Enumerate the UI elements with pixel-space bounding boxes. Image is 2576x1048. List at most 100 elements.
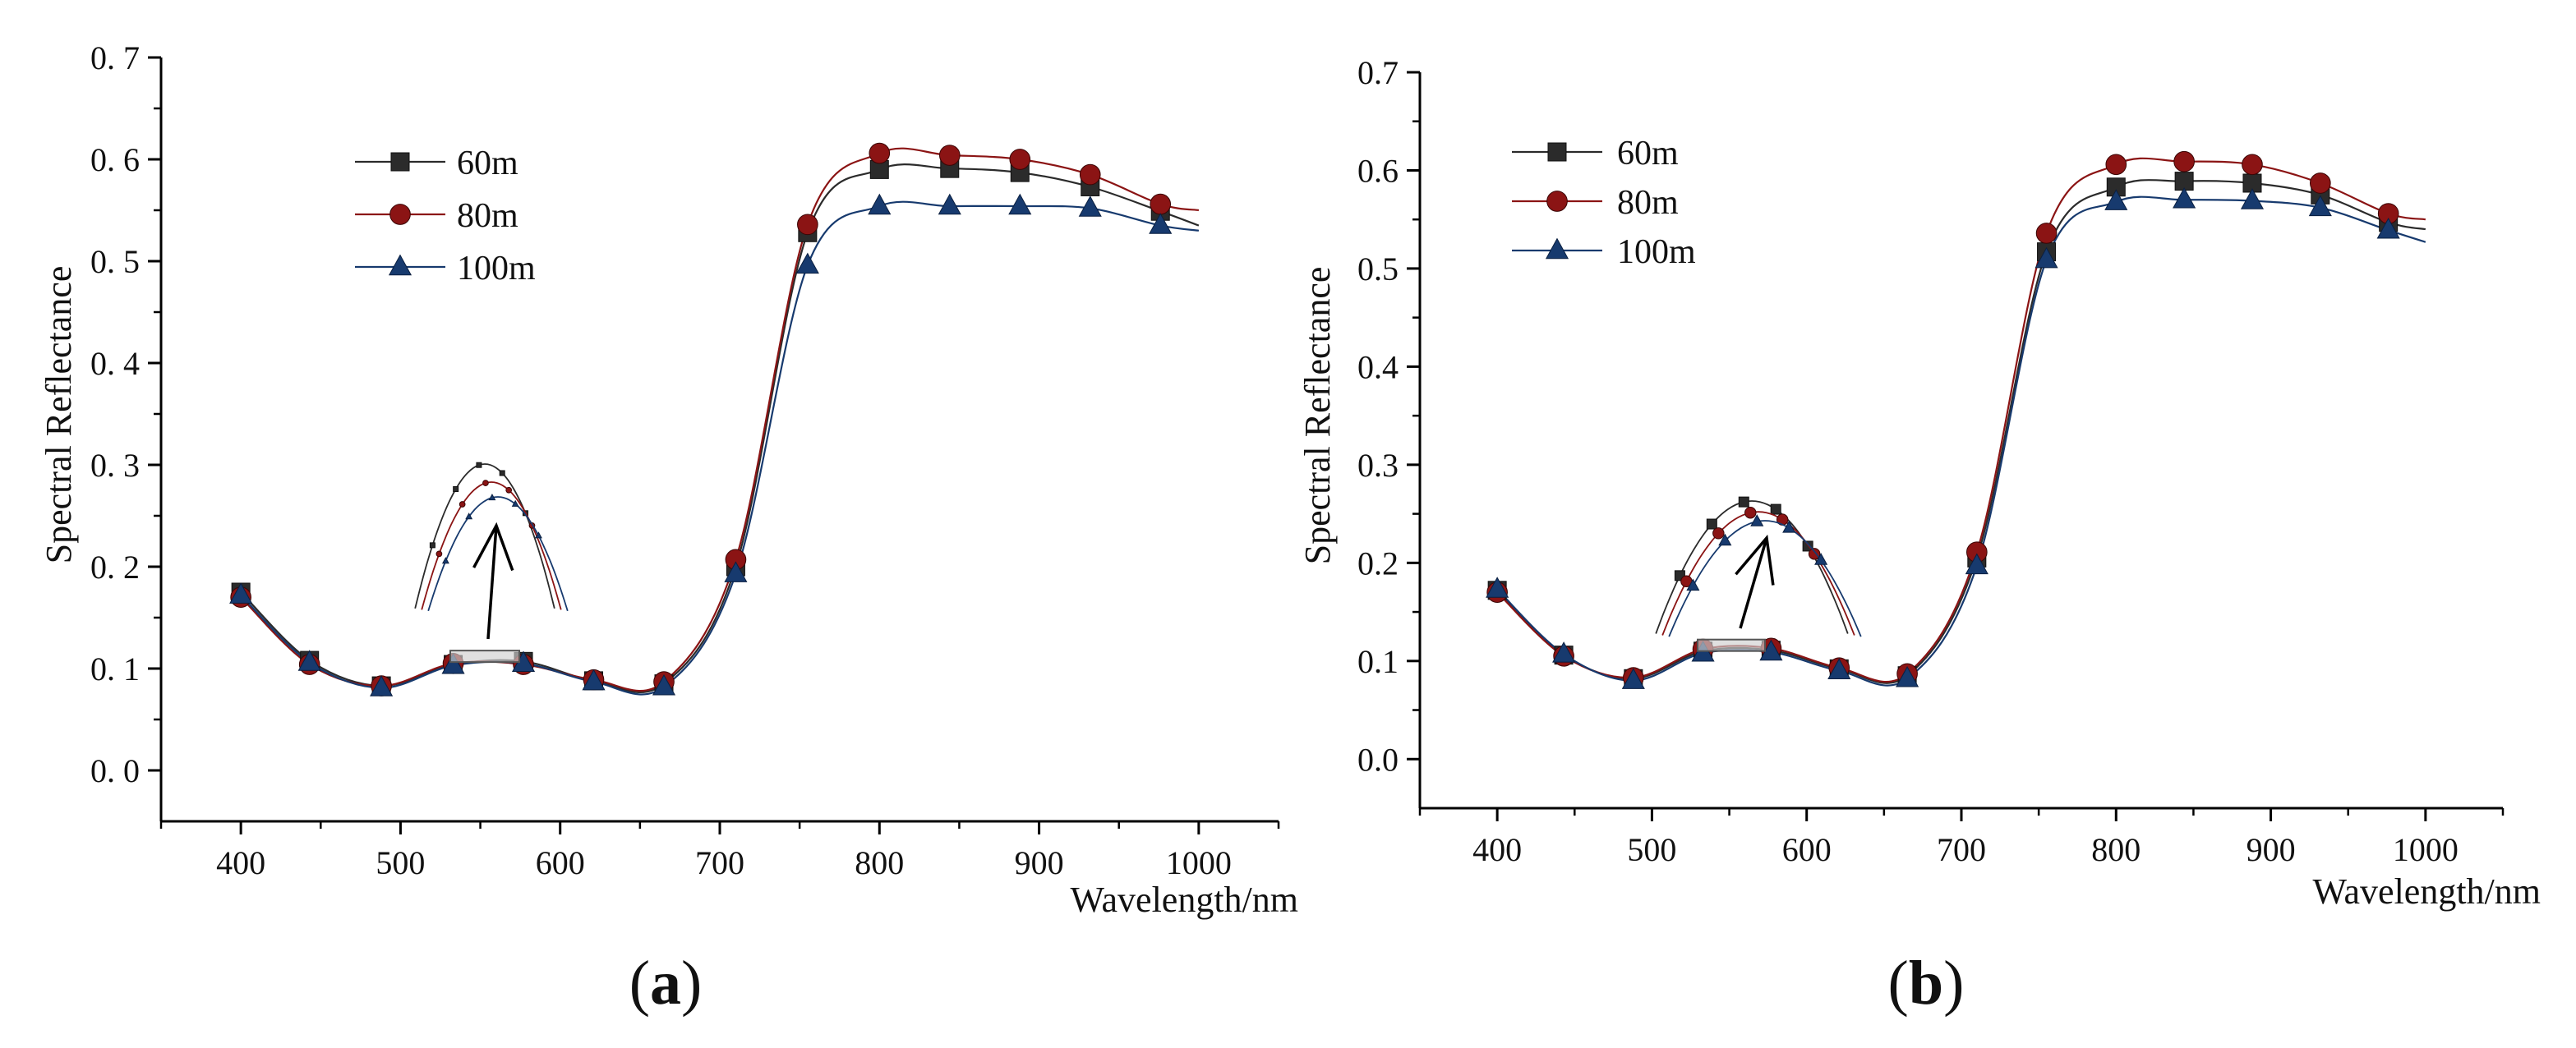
inset-point-100m <box>488 494 496 501</box>
data-point-100m <box>1896 665 1919 687</box>
y-tick-label: 0. 2 <box>90 549 140 586</box>
inset-curve-100m <box>1668 520 1862 637</box>
y-axis-label: Spectral Reflectance <box>1297 267 1338 565</box>
zoom-region-box <box>1697 638 1766 652</box>
data-point-80m <box>1150 193 1172 215</box>
y-tick-label: 0.5 <box>1357 251 1399 287</box>
inset-point-100m <box>511 499 519 507</box>
inset-point-80m <box>1712 527 1725 540</box>
data-point-100m <box>441 652 465 674</box>
data-point-100m <box>370 675 394 696</box>
data-point-100m <box>2308 195 2332 217</box>
data-point-80m <box>869 142 891 164</box>
data-point-80m <box>2173 150 2195 172</box>
x-tick-label: 700 <box>695 844 744 881</box>
zoom-arrow-head <box>1735 534 1775 586</box>
legend-label-80m: 80m <box>457 197 518 235</box>
data-point-80m <box>938 145 961 166</box>
y-tick-label: 0.4 <box>1357 348 1399 385</box>
x-tick-label: 400 <box>1472 831 1522 868</box>
x-tick-label: 500 <box>376 844 425 881</box>
x-tick-label: 600 <box>536 844 585 881</box>
panel-label: (a) <box>629 949 703 1018</box>
series-line-80m <box>240 147 1200 692</box>
y-tick-label: 0. 5 <box>90 243 140 280</box>
y-tick-label: 0. 3 <box>90 447 140 484</box>
y-tick-label: 0.0 <box>1357 741 1399 778</box>
series-line-100m <box>240 200 1200 696</box>
data-point-100m <box>795 252 819 274</box>
data-point-100m <box>2173 186 2196 209</box>
legend-marker-100m <box>388 254 412 276</box>
legend-marker-80m <box>389 204 411 225</box>
inset-point-100m <box>1814 553 1828 565</box>
inset-point-80m <box>435 550 443 558</box>
data-point-100m <box>868 193 892 215</box>
inset-point-100m <box>1718 533 1732 546</box>
inset-curve-80m <box>1661 511 1855 636</box>
y-tick-label: 0. 6 <box>90 141 140 178</box>
data-point-100m <box>2035 246 2058 269</box>
legend-label-60m: 60m <box>1617 135 1679 172</box>
inset-point-60m <box>1738 496 1749 508</box>
y-tick-label: 0. 4 <box>90 345 140 382</box>
data-point-100m <box>1827 658 1851 679</box>
x-tick-label: 600 <box>1782 831 1832 868</box>
data-point-100m <box>2104 189 2128 210</box>
x-tick-label: 1000 <box>1166 844 1232 881</box>
data-point-80m <box>1079 163 1101 186</box>
y-tick-label: 0.3 <box>1357 447 1399 484</box>
data-point-80m <box>1009 149 1031 170</box>
y-axis-label: Spectral Reflectance <box>39 266 79 564</box>
zoom-arrow-shaft <box>1739 537 1768 629</box>
data-point-100m <box>2240 188 2265 209</box>
data-point-100m <box>1621 668 1645 689</box>
legend-marker-60m <box>1547 142 1567 162</box>
series-line-80m <box>1496 157 2426 683</box>
y-tick-label: 0. 7 <box>90 39 140 76</box>
inset-point-60m <box>429 542 435 549</box>
y-tick-label: 0.1 <box>1357 643 1399 680</box>
x-tick-label: 1000 <box>2393 831 2458 868</box>
x-tick-label: 900 <box>2247 831 2296 868</box>
data-point-100m <box>229 582 253 604</box>
legend-label-100m: 100m <box>1617 233 1696 271</box>
data-point-100m <box>1149 213 1173 234</box>
y-tick-label: 0.2 <box>1357 545 1399 581</box>
inset-point-60m <box>1706 518 1717 530</box>
y-tick-label: 0. 0 <box>90 752 140 789</box>
legend-label-80m: 80m <box>1617 184 1679 222</box>
data-point-100m <box>2376 217 2400 239</box>
x-tick-label: 700 <box>1937 831 1986 868</box>
data-point-80m <box>2242 154 2263 176</box>
y-tick-label: 0. 1 <box>90 650 140 687</box>
x-tick-label: 400 <box>216 844 265 881</box>
data-point-80m <box>797 214 818 236</box>
series-line-60m <box>240 163 1200 693</box>
x-tick-label: 800 <box>855 844 904 881</box>
inset-point-80m <box>1808 548 1821 560</box>
data-point-100m <box>724 561 748 582</box>
chart-panel-b: 400 500 600 700 800 900 1000 0.0 0.1 0.2 0.3 0.4 0.5… <box>1297 54 2541 1018</box>
y-tick-label: 0.7 <box>1357 54 1399 91</box>
data-point-80m <box>2310 172 2331 194</box>
data-point-100m <box>1078 195 1102 217</box>
legend-label-100m: 100m <box>457 250 536 287</box>
data-point-100m <box>938 193 961 215</box>
data-point-100m <box>297 650 321 671</box>
zoom-arrow-head <box>472 522 514 572</box>
inset-curve-100m <box>427 496 569 612</box>
inset-point-80m <box>459 501 466 508</box>
legend-label-60m: 60m <box>457 145 518 182</box>
data-point-80m <box>2035 223 2058 244</box>
inset-curve-80m <box>421 481 562 610</box>
data-point-100m <box>1965 553 1988 575</box>
inset-point-100m <box>535 531 542 539</box>
data-point-100m <box>582 669 606 691</box>
inset-point-100m <box>465 513 473 520</box>
legend-marker-100m <box>1545 237 1569 260</box>
data-point-100m <box>1008 193 1032 215</box>
x-tick-label: 800 <box>2091 831 2141 868</box>
zoom-region-box <box>449 650 520 664</box>
